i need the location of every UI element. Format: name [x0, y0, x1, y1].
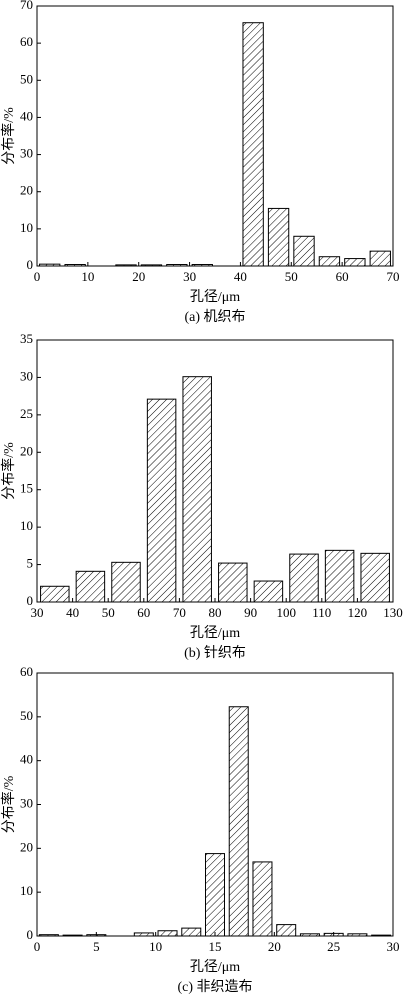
x-tick-label: 10 [81, 269, 94, 284]
x-tick-label: 0 [34, 269, 41, 284]
bar [242, 22, 264, 267]
y-tick-label: 5 [27, 556, 34, 571]
x-tick-label: 70 [387, 269, 400, 284]
x-axis-label: 孔径/μm [190, 959, 240, 975]
bar [344, 258, 366, 267]
x-tick-label: 40 [66, 605, 79, 620]
bar [369, 250, 391, 267]
x-tick-label: 30 [31, 605, 44, 620]
y-axis-label: 分布率/% [0, 442, 17, 500]
bar [218, 562, 248, 603]
x-tick-label: 70 [173, 605, 186, 620]
bar [276, 924, 297, 937]
y-tick-label: 20 [20, 443, 33, 458]
y-tick-label: 50 [20, 71, 33, 86]
bar [181, 927, 202, 937]
x-axis-label: 孔径/μm [190, 625, 240, 641]
bar [289, 553, 319, 603]
x-tick-label: 60 [137, 605, 150, 620]
bar [293, 235, 315, 267]
x-tick-label: 50 [285, 269, 298, 284]
x-tick-label: 0 [34, 939, 41, 954]
y-tick-label: 30 [20, 368, 33, 383]
caption: (a) 机织布 [184, 309, 245, 325]
y-tick-label: 20 [20, 183, 33, 198]
y-tick-label: 10 [20, 220, 33, 235]
x-tick-label: 130 [383, 605, 403, 620]
x-tick-label: 25 [327, 939, 340, 954]
x-tick-label: 80 [209, 605, 222, 620]
x-axis-label: 孔径/μm [190, 289, 240, 305]
y-axis-label: 分布率/% [0, 775, 17, 833]
x-tick-label: 20 [268, 939, 281, 954]
y-tick-label: 10 [20, 518, 33, 533]
y-tick-label: 35 [20, 331, 33, 346]
y-tick-label: 70 [20, 0, 33, 12]
y-tick-label: 0 [27, 257, 34, 272]
x-tick-label: 60 [336, 269, 349, 284]
y-tick-label: 10 [20, 883, 33, 898]
caption: (c) 非织造布 [177, 979, 252, 995]
x-tick-label: 50 [102, 605, 115, 620]
y-tick-label: 0 [27, 593, 34, 608]
x-tick-label: 100 [276, 605, 296, 620]
y-tick-label: 30 [20, 795, 33, 810]
x-tick-label: 110 [312, 605, 331, 620]
bar [318, 256, 341, 267]
x-tick-label: 10 [149, 939, 162, 954]
y-tick-label: 40 [20, 752, 33, 767]
y-tick-label: 40 [20, 108, 33, 123]
bar [252, 861, 273, 937]
y-tick-label: 60 [20, 34, 33, 49]
x-tick-label: 30 [183, 269, 196, 284]
x-tick-label: 15 [209, 939, 222, 954]
bar [324, 549, 355, 603]
x-tick-label: 30 [387, 939, 400, 954]
bar [228, 706, 249, 937]
y-tick-label: 60 [20, 664, 33, 679]
x-tick-label: 20 [132, 269, 145, 284]
bar [267, 207, 290, 267]
bar [360, 552, 390, 603]
y-tick-label: 30 [20, 146, 33, 161]
bar [157, 930, 178, 937]
y-tick-label: 15 [20, 481, 33, 496]
x-tick-label: 40 [234, 269, 247, 284]
bar [40, 585, 70, 603]
x-tick-label: 90 [244, 605, 257, 620]
bar [146, 398, 177, 603]
bar [253, 580, 284, 603]
bar [205, 853, 225, 937]
plot-frame [36, 5, 394, 267]
y-axis-label: 分布率/% [0, 107, 17, 165]
y-tick-label: 25 [20, 406, 33, 421]
x-tick-label: 5 [93, 939, 100, 954]
caption: (b) 针织布 [184, 645, 246, 661]
bar [182, 376, 212, 603]
x-tick-label: 120 [348, 605, 368, 620]
y-tick-label: 50 [20, 708, 33, 723]
y-tick-label: 0 [27, 927, 34, 942]
y-tick-label: 20 [20, 839, 33, 854]
bar [111, 561, 141, 603]
bar [75, 570, 106, 603]
